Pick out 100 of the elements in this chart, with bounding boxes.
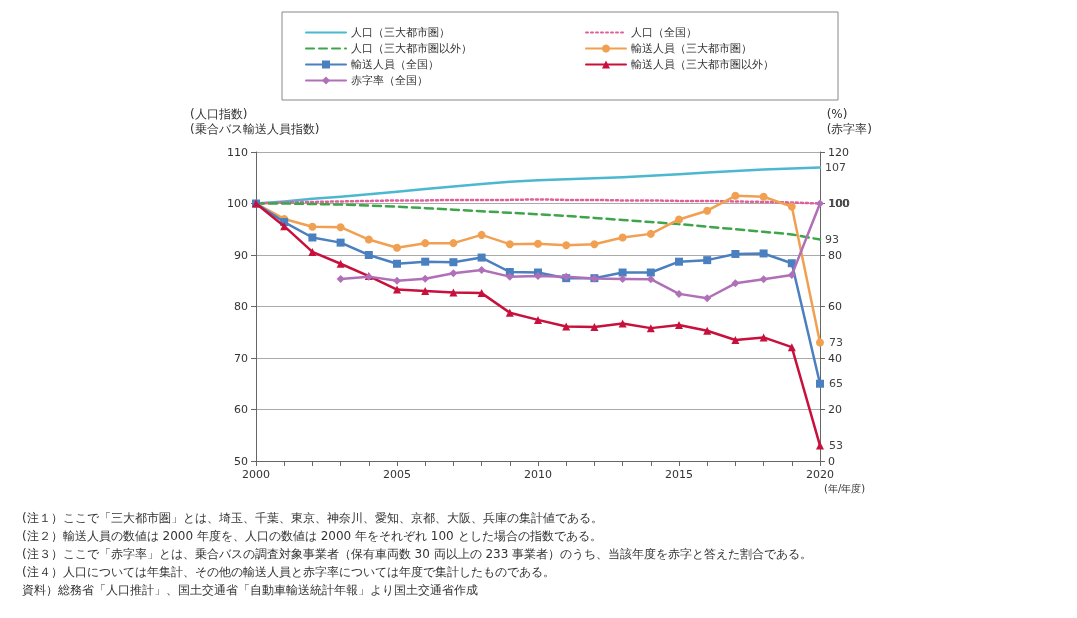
point <box>534 272 542 281</box>
y2-tick-label: 80 <box>828 248 842 262</box>
point <box>646 268 655 277</box>
point <box>449 258 458 267</box>
legend-label: 赤字率（全国） <box>351 74 428 87</box>
x-tick-label: 2020 <box>806 468 834 481</box>
point <box>759 192 768 201</box>
point <box>421 274 430 283</box>
point <box>675 321 683 330</box>
point <box>703 206 712 215</box>
point <box>336 274 345 283</box>
point <box>759 249 768 258</box>
legend-label: 輸送人員（全国） <box>351 58 439 71</box>
x-tick-label: 2010 <box>524 468 552 481</box>
point <box>308 222 317 231</box>
point <box>449 269 458 278</box>
y-tick-label: 110 <box>227 145 248 159</box>
legend-label: 輸送人員（三大都市圏以外） <box>631 58 774 71</box>
point <box>505 240 514 249</box>
point <box>477 230 486 239</box>
point <box>505 272 514 281</box>
x-tick-label: 2000 <box>242 468 270 481</box>
point <box>703 326 712 335</box>
point <box>393 276 401 285</box>
y-tick-label: 60 <box>234 403 248 416</box>
point <box>308 233 317 242</box>
y2-tick-label: 20 <box>828 403 842 416</box>
point <box>675 289 683 298</box>
text: (注２）輸送人員の数値は 2000 年度を、人口の数値は 2000 年をそれぞれ 100 とした場合の指数である。 <box>22 529 602 543</box>
point <box>731 279 740 288</box>
x-tick-label: 2015 <box>665 468 693 481</box>
point <box>421 287 430 296</box>
point <box>816 338 824 347</box>
point <box>477 253 486 262</box>
point <box>703 256 712 265</box>
y-tick-label: 50 <box>234 454 248 468</box>
y-tick-label: 100 <box>227 197 248 210</box>
legend-label: 輸送人員（三大都市圏） <box>631 42 752 55</box>
y2-axis-title: (%) (赤字率) <box>826 106 873 136</box>
legend-label: 人口（全国） <box>631 26 697 39</box>
point <box>703 294 712 303</box>
point <box>336 223 345 232</box>
y-axis-title: (人口指数) (乗合バス輸送人員指数) <box>190 106 320 136</box>
point <box>477 289 486 298</box>
x-tick-label: 2005 <box>383 468 411 481</box>
y2-tick-label: 0 <box>828 454 835 468</box>
point <box>308 247 317 256</box>
point <box>505 308 514 317</box>
point <box>759 275 768 284</box>
point <box>477 265 486 274</box>
point <box>393 243 401 252</box>
point <box>364 235 373 244</box>
point <box>787 202 796 211</box>
text: (注３）ここで「赤字率」とは、乗合バスの調査対象事業者（保有車両数 30 両以上の 233 事業者）のうち、当該年度を赤字と答えた割合である。 <box>22 547 813 561</box>
y-tick-label: 70 <box>234 351 248 365</box>
point <box>646 229 655 238</box>
point <box>336 238 345 247</box>
point <box>534 315 542 324</box>
data-label: 53 <box>829 439 843 453</box>
point <box>562 322 571 331</box>
point <box>618 233 627 242</box>
text: (注４）人口については年集計、その他の輸送人員と赤字率については年度で集計したものである。 <box>22 565 555 579</box>
point <box>816 379 824 388</box>
legend-label: 人口（三大都市圏以外） <box>351 42 472 55</box>
point <box>618 268 627 277</box>
y2-tick-label: 100 <box>829 197 850 210</box>
point <box>421 239 430 248</box>
data-label: 93 <box>825 233 839 247</box>
legend-label: 人口（三大都市圏） <box>351 26 450 39</box>
text: (注１）ここで「三大都市圏」とは、埼玉、千葉、東京、神奈川、愛知、京都、大阪、兵庫の集計値である。 <box>22 511 603 525</box>
point <box>393 285 401 294</box>
point <box>393 259 401 268</box>
text: 資料）総務省「人口推計」、国土交通省「自動車輸送統計年報」より国土交通省作成 <box>22 583 478 597</box>
point <box>449 288 458 297</box>
point <box>731 335 740 344</box>
point <box>590 323 599 332</box>
point <box>364 251 373 259</box>
data-label: 73 <box>829 336 843 350</box>
y2-tick-label: 120 <box>828 145 849 159</box>
point <box>675 215 683 224</box>
point <box>731 249 740 258</box>
point <box>816 199 824 208</box>
point <box>618 274 627 283</box>
point <box>421 257 430 266</box>
y-tick-label: 80 <box>234 300 248 313</box>
point <box>675 257 683 266</box>
point <box>816 441 824 450</box>
point <box>336 259 345 268</box>
data-label: 107 <box>825 160 846 174</box>
data-label: 65 <box>829 377 843 391</box>
point <box>787 271 796 280</box>
y2-tick-label: 60 <box>828 300 842 313</box>
x-axis-title: (年/年度) <box>824 482 866 494</box>
point <box>534 239 542 248</box>
y2-tick-label: 40 <box>828 351 842 365</box>
y-tick-label: 90 <box>234 248 248 262</box>
point <box>646 275 655 284</box>
point <box>449 239 458 248</box>
point <box>590 240 599 249</box>
point <box>731 191 740 200</box>
